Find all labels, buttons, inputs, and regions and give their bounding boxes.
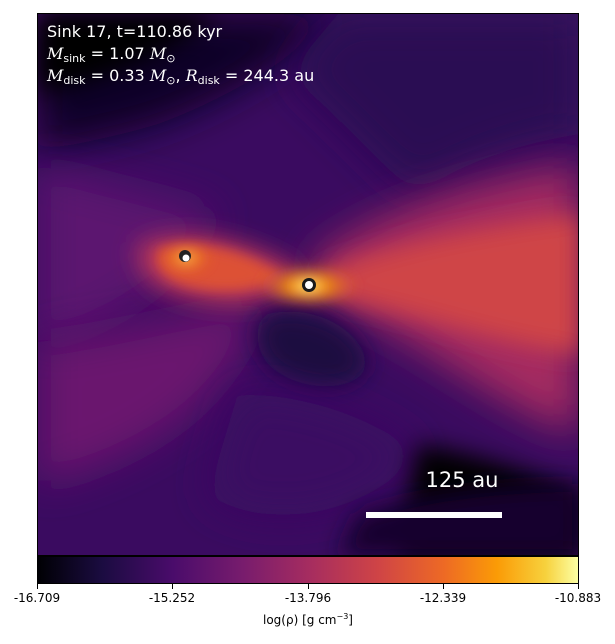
colorbar-tick-label: -16.709 xyxy=(13,591,61,605)
sink-particle-left xyxy=(179,250,191,262)
sink-title: Sink 17, t=110.86 kyr xyxy=(47,22,223,41)
colorbar-tick xyxy=(308,584,309,589)
colorbar xyxy=(37,556,579,584)
sink-mass-label: Msink = 1.07 M⊙ xyxy=(47,44,176,65)
density-map xyxy=(37,13,579,556)
colorbar-tick-label: -12.339 xyxy=(419,591,467,605)
colorbar-tick xyxy=(172,584,173,589)
colorbar-tick xyxy=(443,584,444,589)
colorbar-tick-label: -10.883 xyxy=(554,591,602,605)
colorbar-tick xyxy=(578,584,579,589)
colorbar-tick-label: -15.252 xyxy=(148,591,196,605)
scale-bar-label: 125 au xyxy=(425,468,499,492)
density-map-image xyxy=(38,14,578,555)
disk-mass-radius-label: Mdisk = 0.33 M⊙, Rdisk = 244.3 au xyxy=(47,66,315,87)
colorbar-label: log(ρ) [g cm−3] xyxy=(263,612,353,627)
scale-bar xyxy=(366,512,502,518)
colorbar-tick-label: -13.796 xyxy=(284,591,332,605)
colorbar-tick xyxy=(37,584,38,589)
sink-particle-center xyxy=(302,278,316,292)
